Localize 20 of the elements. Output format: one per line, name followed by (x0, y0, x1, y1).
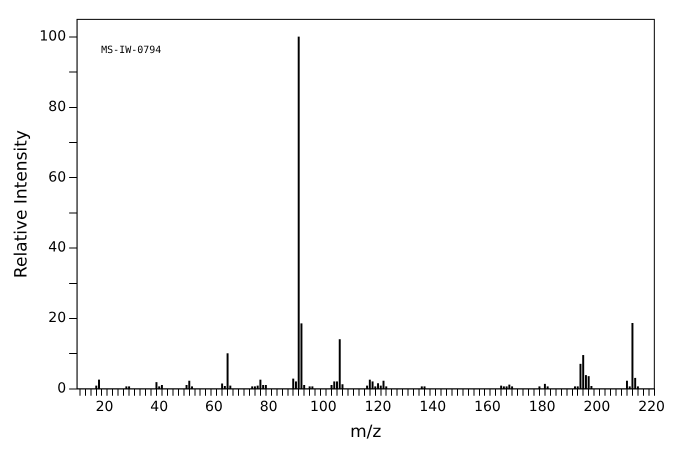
annotation: MS-IW-0794 (101, 44, 162, 56)
x-tick-label: 100 (310, 398, 337, 415)
x-axis-title: m/z (350, 422, 382, 442)
y-tick-label: 100 (39, 28, 66, 45)
y-tick-label: 40 (48, 240, 66, 256)
y-tick-label: 20 (48, 310, 66, 326)
x-tick-label: 140 (419, 398, 446, 415)
x-tick-label: 20 (96, 398, 114, 415)
y-tick-label: 0 (57, 380, 66, 396)
x-tick-label: 40 (150, 398, 168, 415)
x-tick-label: 120 (364, 398, 392, 415)
x-tick-label: 80 (260, 398, 278, 415)
y-axis-title: Relative Intensity (12, 130, 32, 278)
x-tick-label: 60 (204, 398, 223, 415)
y-tick-label: 60 (48, 169, 66, 186)
x-tick-label: 160 (474, 398, 501, 415)
x-tick-label: 200 (584, 398, 610, 415)
x-tick-label: 180 (528, 398, 556, 415)
y-tick-label: 80 (48, 98, 66, 115)
x-tick-label: 220 (638, 398, 665, 415)
